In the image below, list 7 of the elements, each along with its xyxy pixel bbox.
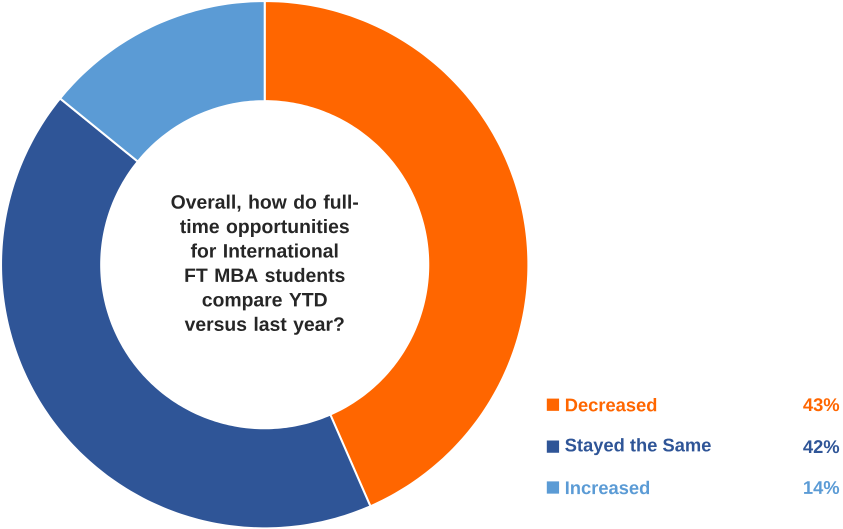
legend-label: Stayed the Same	[565, 438, 711, 455]
data-label: 14%	[804, 480, 840, 494]
text: Overall, how do full-time opportunities for International FT MBA students compare YTD versus last year?	[171, 194, 358, 335]
data-label: 43%	[803, 398, 840, 412]
data-label: 42%	[803, 440, 840, 453]
legend-label: Increased	[566, 480, 650, 494]
legend-label: Decreased	[566, 398, 656, 412]
